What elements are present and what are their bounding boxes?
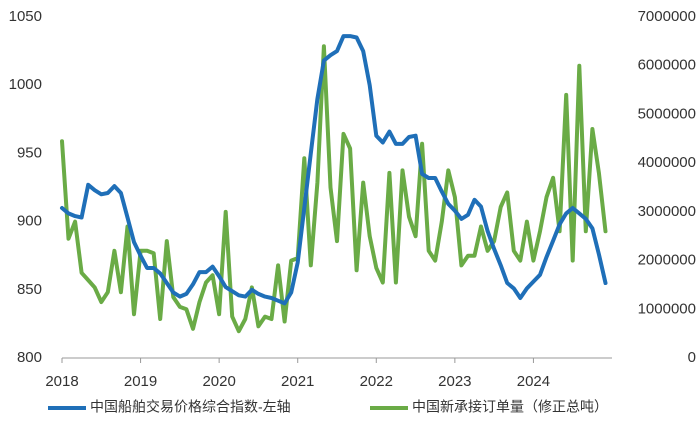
y2-tick-label: 3000000 bbox=[638, 203, 696, 220]
y2-tick-label: 1000000 bbox=[638, 300, 696, 317]
series-line bbox=[60, 34, 608, 306]
series-line bbox=[60, 44, 608, 334]
y-tick-label: 1000 bbox=[9, 76, 42, 93]
x-tick-label: 2018 bbox=[45, 373, 78, 390]
x-tick-label: 2023 bbox=[438, 373, 471, 390]
legend-label: 中国船舶交易价格综合指数-左轴 bbox=[90, 399, 291, 415]
y2-tick-label: 0 bbox=[688, 349, 696, 366]
y-tick-label: 800 bbox=[17, 349, 42, 366]
x-tick-label: 2020 bbox=[202, 373, 235, 390]
y-tick-label: 900 bbox=[17, 213, 42, 230]
legend-label: 中国新承接订单量（修正总吨） bbox=[412, 399, 608, 415]
y2-tick-label: 2000000 bbox=[638, 252, 696, 269]
legend: 中国船舶交易价格综合指数-左轴 中国新承接订单量（修正总吨） bbox=[48, 399, 608, 415]
x-tick-label: 2024 bbox=[517, 373, 550, 390]
x-tick-label: 2019 bbox=[124, 373, 157, 390]
x-tick-label: 2022 bbox=[360, 373, 393, 390]
y2-tick-label: 7000000 bbox=[638, 8, 696, 25]
x-tick-label: 2021 bbox=[281, 373, 314, 390]
y-tick-label: 850 bbox=[17, 281, 42, 298]
y-tick-label: 950 bbox=[17, 144, 42, 161]
y-tick-label: 1050 bbox=[9, 8, 42, 25]
y2-tick-label: 4000000 bbox=[638, 154, 696, 171]
y2-tick-label: 6000000 bbox=[638, 57, 696, 74]
y2-tick-label: 5000000 bbox=[638, 105, 696, 122]
